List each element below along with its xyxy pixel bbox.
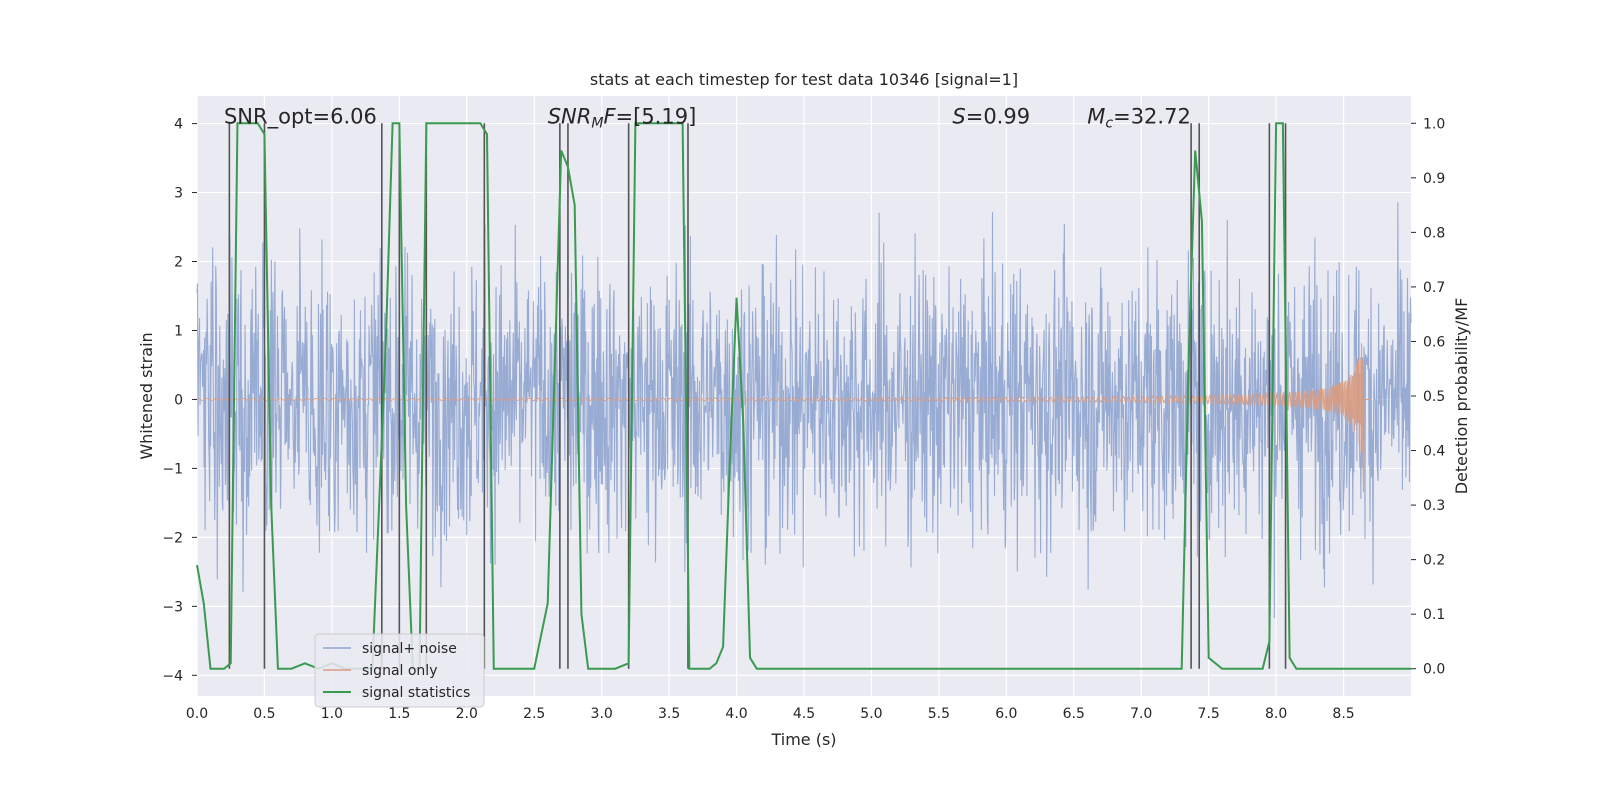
y2-tick-label: 0.4: [1423, 444, 1445, 460]
axis-ticks: 0.0 0.5 1.0 1.5 2.0 2.5 3.0 3.5 4.0 4.5 5.0 5.5 6.0 6…: [162, 116, 1445, 722]
y2-tick-label: 0.9: [1423, 171, 1445, 187]
x-tick-label: 7.0: [1130, 706, 1152, 722]
y-tick-label: −4: [162, 668, 183, 684]
y2-tick-label: 1.0: [1423, 116, 1445, 132]
chart-title: stats at each timestep for test data 103…: [590, 70, 1018, 89]
y2-tick-label: 0.3: [1423, 498, 1445, 514]
y2-tick-label: 0.6: [1423, 334, 1445, 350]
x-tick-label: 2.5: [523, 706, 545, 722]
y2-tick-label: 0.5: [1423, 389, 1445, 405]
y-tick-label: 3: [174, 186, 183, 202]
annotations: SNR_opt=6.06 SNRMF=[5.19] S=0.99 Mc=32.72: [224, 105, 1191, 132]
annotation-text: S=0.99: [952, 105, 1030, 129]
y2-tick-label: 0.7: [1423, 280, 1445, 296]
x-tick-label: 7.5: [1198, 706, 1220, 722]
y2-tick-label: 0.1: [1423, 607, 1445, 623]
signal-series: [196, 343, 1371, 493]
x-tick-label: 4.0: [725, 706, 747, 722]
x-tick-label: 6.5: [1063, 706, 1085, 722]
y-tick-label: −2: [162, 530, 183, 546]
x-tick-label: 1.0: [321, 706, 343, 722]
annotation-text: SNR_opt=6.06: [224, 105, 377, 130]
y2-tick-label: 0.8: [1423, 225, 1445, 241]
y-tick-label: 2: [174, 255, 183, 271]
x-tick-label: 0.0: [186, 706, 208, 722]
annotation-text: SNRMF=[5.19]: [548, 105, 697, 132]
y-tick-label: 4: [174, 117, 183, 133]
x-tick-label: 8.5: [1332, 706, 1354, 722]
y2-tick-label: 0.2: [1423, 553, 1445, 569]
x-tick-label: 8.0: [1265, 706, 1287, 722]
y-tick-label: −1: [162, 461, 183, 477]
legend-entry-label: signal statistics: [362, 685, 470, 701]
x-tick-label: 3.0: [591, 706, 613, 722]
x-axis-label: Time (s): [770, 730, 836, 749]
x-tick-label: 4.5: [793, 706, 815, 722]
y-tick-label: −3: [162, 599, 183, 615]
annotation-text: Mc=32.72: [1087, 105, 1191, 132]
x-tick-label: 1.5: [388, 706, 410, 722]
y-tick-label: 0: [174, 392, 183, 408]
x-tick-label: 3.5: [658, 706, 680, 722]
x-tick-label: 5.0: [860, 706, 882, 722]
series-line-signal-only: [196, 343, 1371, 493]
y2-tick-label: 0.0: [1423, 662, 1445, 678]
y2-axis-label: Detection probability/MF: [1452, 298, 1471, 495]
legend: signal+ noise signal only signal statistic…: [314, 633, 485, 708]
x-tick-label: 5.5: [928, 706, 950, 722]
y-axis-label: Whitened strain: [137, 332, 156, 459]
legend-entry-label: signal+ noise: [362, 641, 457, 657]
legend-box: [314, 633, 485, 708]
x-tick-label: 2.0: [456, 706, 478, 722]
legend-entry-label: signal only: [362, 663, 437, 679]
y-tick-label: 1: [174, 323, 183, 339]
x-tick-label: 6.0: [995, 706, 1017, 722]
x-tick-label: 0.5: [253, 706, 275, 722]
